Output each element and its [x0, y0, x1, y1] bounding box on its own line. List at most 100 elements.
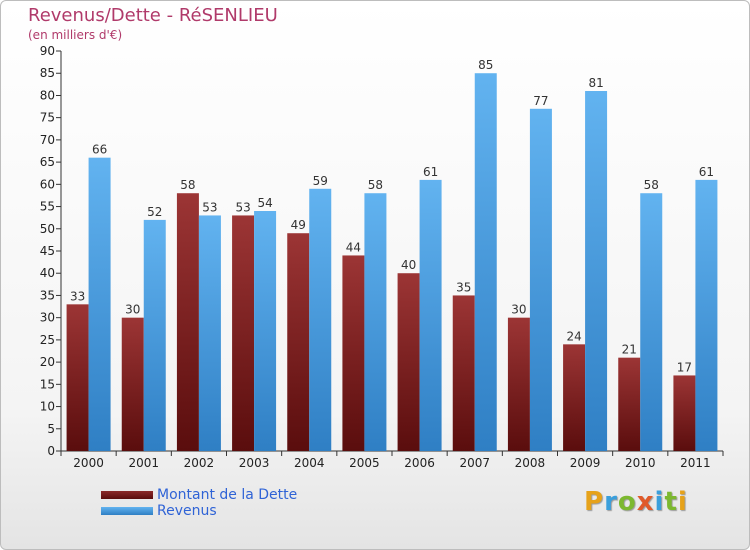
x-tick-label: 2010: [625, 456, 656, 470]
data-label: 30: [125, 303, 140, 317]
y-tick-label: 40: [40, 266, 55, 280]
y-tick-label: 65: [40, 155, 55, 169]
bar-revenus: [474, 73, 497, 451]
data-label: 66: [92, 143, 107, 157]
data-label: 85: [478, 58, 493, 72]
data-label: 33: [70, 289, 85, 303]
brand-letter: t: [664, 487, 678, 517]
axes: 0 5 10 15 20 25 30 35 40 45 50 55 60 65 70 75 80 85 90 2000…: [40, 44, 724, 470]
chart-title: Revenus/Dette - RéSENLIEU: [28, 5, 278, 26]
bar-revenus: [640, 193, 663, 451]
x-tick-label: 2005: [349, 456, 380, 470]
bar-revenus: [309, 188, 332, 451]
data-label: 40: [401, 258, 416, 272]
data-label: 59: [313, 174, 328, 188]
bar-debt: [673, 375, 696, 451]
y-tick-label: 35: [40, 288, 55, 302]
x-tick-label: 2006: [404, 456, 435, 470]
y-tick-label: 45: [40, 244, 55, 258]
x-tick-label: 2011: [680, 456, 711, 470]
bar-revenus: [198, 215, 221, 451]
chart-subtitle: (en milliers d'€): [28, 28, 123, 42]
bar-revenus: [529, 108, 552, 452]
bars: [66, 73, 718, 452]
bar-revenus: [364, 193, 387, 451]
brand-letter: x: [636, 487, 655, 517]
y-tick-label: 30: [40, 311, 55, 325]
y-tick-label: 60: [40, 177, 55, 191]
data-label: 53: [202, 200, 217, 214]
bar-debt: [232, 215, 255, 451]
data-label: 61: [423, 165, 438, 179]
x-tick-label: 2003: [239, 456, 270, 470]
y-tick-label: 80: [40, 88, 55, 102]
legend-swatch-revenus: [101, 507, 153, 515]
x-tick-label: 2002: [184, 456, 215, 470]
y-tick-label: 90: [40, 44, 55, 58]
data-label: 35: [456, 280, 471, 294]
y-tick-label: 75: [40, 111, 55, 125]
legend-item-debt: Montant de la Dette: [101, 487, 297, 503]
x-tick-label: 2008: [515, 456, 546, 470]
data-label: 58: [368, 178, 383, 192]
bar-revenus: [419, 179, 442, 451]
bar-debt: [507, 317, 530, 451]
bar-debt: [66, 304, 89, 451]
legend-label-debt: Montant de la Dette: [157, 487, 298, 503]
y-tick-label: 15: [40, 377, 55, 391]
bar-revenus: [585, 91, 608, 451]
bar-revenus: [254, 211, 277, 451]
data-label: 58: [644, 178, 659, 192]
data-label: 44: [346, 240, 361, 254]
data-label: 24: [566, 329, 581, 343]
y-tick-label: 70: [40, 133, 55, 147]
y-tick-label: 25: [40, 333, 55, 347]
bar-debt: [452, 295, 475, 451]
data-label: 17: [677, 360, 692, 374]
data-label: 30: [511, 303, 526, 317]
data-label: 52: [147, 205, 162, 219]
legend-label-revenus: Revenus: [157, 503, 217, 519]
x-tick-label: 2007: [459, 456, 490, 470]
bar-debt: [563, 344, 586, 451]
data-labels: 33 30 58 53 49 44 40 35 30 24 21 17 66 52 53 54 59 58 61 85…: [70, 58, 714, 374]
data-label: 54: [257, 196, 272, 210]
brand-letter: P: [584, 487, 605, 517]
bar-debt: [342, 255, 365, 451]
y-tick-label: 10: [40, 400, 55, 414]
bar-revenus: [143, 219, 166, 451]
y-tick-label: 20: [40, 355, 55, 369]
data-label: 81: [588, 76, 603, 90]
legend-swatch-debt: [101, 491, 153, 499]
data-label: 58: [180, 178, 195, 192]
brand-letter: r: [604, 487, 618, 517]
legend: Montant de la Dette Revenus: [101, 487, 297, 519]
bar-debt: [397, 273, 420, 451]
y-tick-label: 0: [47, 444, 55, 458]
x-tick-label: 2001: [128, 456, 159, 470]
brand-letter: i: [677, 487, 688, 517]
y-tick-label: 5: [47, 422, 55, 436]
brand-letter: i: [654, 487, 665, 517]
data-label: 53: [235, 200, 250, 214]
bar-revenus: [695, 179, 718, 451]
y-tick-label: 50: [40, 222, 55, 236]
bar-debt: [287, 233, 310, 451]
bar-debt: [121, 317, 144, 451]
data-label: 77: [533, 94, 548, 108]
bar-debt: [618, 357, 641, 451]
data-label: 49: [291, 218, 306, 232]
x-tick-label: 2004: [294, 456, 325, 470]
brand-letter: o: [617, 487, 637, 517]
data-label: 21: [622, 343, 637, 357]
legend-item-revenus: Revenus: [101, 503, 297, 519]
x-tick-label: 2000: [73, 456, 104, 470]
data-label: 61: [699, 165, 714, 179]
bar-revenus: [88, 157, 111, 451]
x-tick-label: 2009: [570, 456, 601, 470]
bar-debt: [176, 193, 199, 451]
brand-logo: Proxiti: [584, 487, 688, 517]
y-tick-label: 85: [40, 66, 55, 80]
